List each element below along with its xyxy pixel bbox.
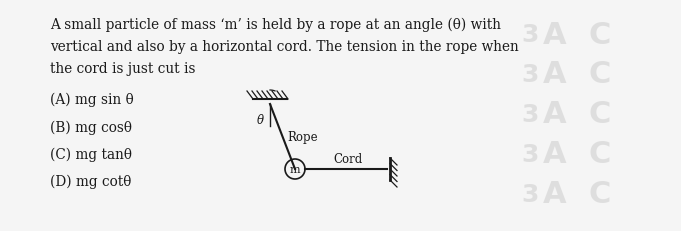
Text: C: C — [589, 180, 611, 209]
Text: Rope: Rope — [287, 131, 318, 143]
Text: (D) mg cotθ: (D) mg cotθ — [50, 174, 131, 188]
Text: C: C — [589, 60, 611, 89]
Text: Cord: Cord — [333, 153, 362, 166]
Text: θ: θ — [257, 114, 264, 127]
Text: (A) mg sin θ: (A) mg sin θ — [50, 92, 133, 107]
Text: m: m — [289, 164, 300, 174]
Text: (B) mg cosθ: (B) mg cosθ — [50, 120, 132, 135]
Text: A: A — [543, 60, 567, 89]
Text: 3: 3 — [522, 142, 539, 166]
Text: 3: 3 — [522, 103, 539, 126]
Text: the cord is just cut is: the cord is just cut is — [50, 62, 195, 76]
Text: C: C — [589, 20, 611, 49]
Text: A: A — [543, 20, 567, 49]
Text: (C) mg tanθ: (C) mg tanθ — [50, 147, 132, 161]
Text: 3: 3 — [522, 63, 539, 87]
Text: 3: 3 — [522, 23, 539, 47]
Text: A small particle of mass ‘m’ is held by a rope at an angle (θ) with: A small particle of mass ‘m’ is held by … — [50, 18, 501, 32]
Text: vertical and also by a horizontal cord. The tension in the rope when: vertical and also by a horizontal cord. … — [50, 40, 519, 54]
Text: A: A — [543, 100, 567, 129]
Text: A: A — [543, 140, 567, 169]
Text: A: A — [543, 180, 567, 209]
Text: C: C — [589, 100, 611, 129]
Text: 3: 3 — [522, 182, 539, 206]
Text: C: C — [589, 140, 611, 169]
